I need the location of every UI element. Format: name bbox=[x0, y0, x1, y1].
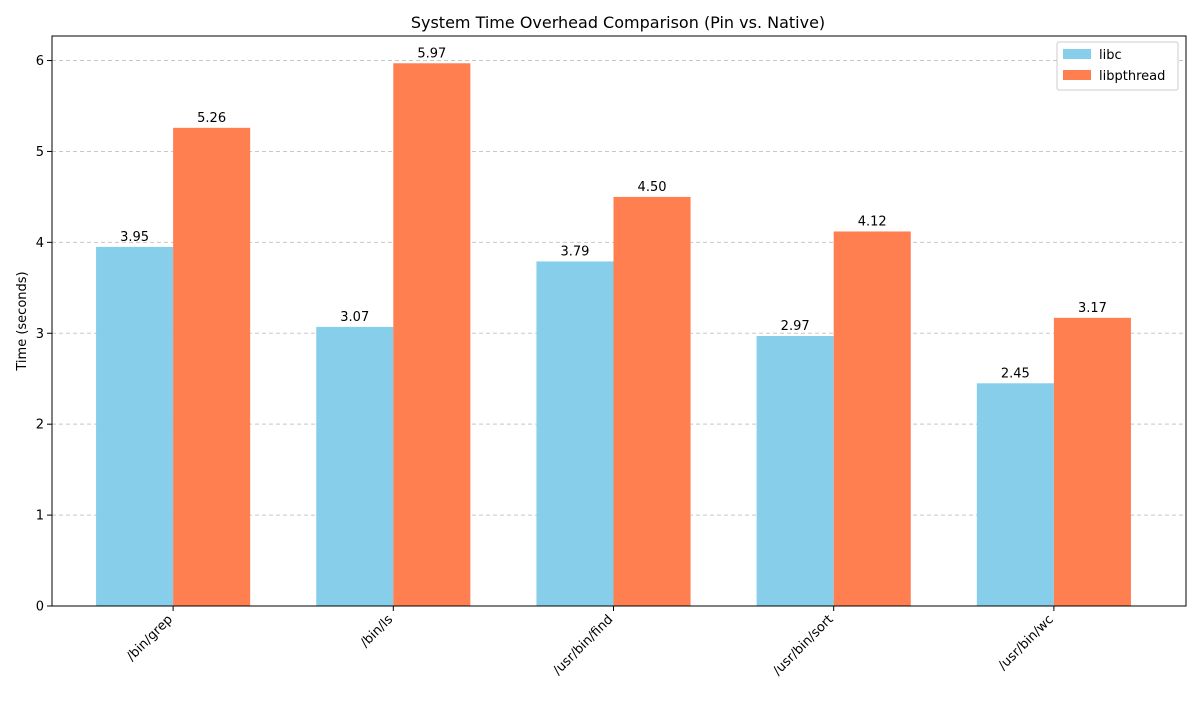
bar-value-label: 2.45 bbox=[1001, 366, 1030, 381]
bar-value-label: 4.50 bbox=[638, 180, 667, 195]
y-tick-label: 2 bbox=[36, 418, 44, 433]
bar-libpthread-3 bbox=[833, 231, 911, 607]
bar-libpthread-0 bbox=[173, 127, 251, 607]
y-tick-label: 4 bbox=[36, 236, 44, 251]
y-axis-label: Time (seconds) bbox=[15, 271, 30, 371]
bar-value-label: 2.97 bbox=[781, 319, 810, 334]
y-tick-label: 5 bbox=[36, 145, 44, 160]
bar-libc-1 bbox=[316, 326, 394, 606]
bar-libc-0 bbox=[96, 246, 174, 606]
chart-title: System Time Overhead Comparison (Pin vs.… bbox=[411, 13, 825, 32]
y-tick-label: 1 bbox=[36, 509, 44, 524]
bar-value-label: 3.17 bbox=[1078, 301, 1107, 316]
legend-label-libc: libc bbox=[1099, 48, 1122, 63]
bars bbox=[96, 63, 1131, 607]
bar-value-label: 5.97 bbox=[417, 46, 446, 61]
bar-value-label: 3.95 bbox=[120, 230, 149, 245]
bar-libpthread-4 bbox=[1053, 317, 1131, 606]
y-axis: 0 1 2 3 4 5 6 bbox=[36, 54, 52, 615]
bar-libpthread-2 bbox=[613, 196, 691, 606]
bar-libc-3 bbox=[756, 336, 834, 606]
bar-libc-2 bbox=[536, 261, 614, 606]
legend-swatch-libpthread bbox=[1063, 70, 1091, 80]
bar-libpthread-1 bbox=[393, 63, 471, 607]
bar-value-label: 3.79 bbox=[560, 244, 589, 259]
bar-value-label: 5.26 bbox=[197, 111, 226, 126]
bar-value-label: 4.12 bbox=[858, 214, 887, 229]
y-tick-label: 0 bbox=[36, 600, 44, 615]
y-tick-label: 3 bbox=[36, 327, 44, 342]
y-tick-label: 6 bbox=[36, 54, 44, 69]
bar-value-labels: 3.95 5.26 3.07 5.97 3.79 4.50 2.97 4.12 2.45 3.17 bbox=[120, 46, 1107, 381]
legend: libc libpthread bbox=[1056, 41, 1179, 91]
bar-libc-4 bbox=[976, 383, 1054, 606]
plot-frame bbox=[51, 35, 1187, 607]
bar-value-label: 3.07 bbox=[340, 310, 369, 325]
legend-label-libpthread: libpthread bbox=[1099, 69, 1165, 84]
legend-swatch-libc bbox=[1063, 49, 1091, 59]
